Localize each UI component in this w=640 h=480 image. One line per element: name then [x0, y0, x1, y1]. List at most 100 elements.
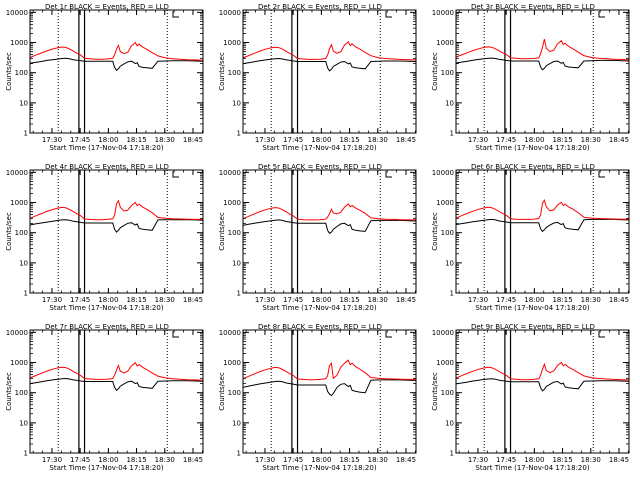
y-tick-label: 10 [232, 99, 241, 107]
x-tick-label: 17:45 [283, 456, 303, 464]
x-tick-label: 18:15 [552, 296, 572, 304]
x-tick-label: 17:45 [496, 456, 516, 464]
x-axis-label: Start Time (17-Nov-04 17:18:20) [475, 304, 589, 312]
corner-glyph [598, 11, 605, 18]
x-tick-label: 17:30 [42, 136, 62, 144]
y-tick-label: 1000 [436, 39, 454, 47]
y-tick-label: 1 [24, 450, 28, 458]
y-axis-label: Counts/sec [431, 52, 439, 91]
plot-frame [29, 169, 204, 294]
y-axis-label: Counts/sec [218, 212, 226, 251]
x-tick-label: 17:30 [468, 296, 488, 304]
y-tick-label: 1 [237, 290, 241, 298]
y-tick-label: 1 [24, 290, 28, 298]
x-tick-label: 18:45 [183, 296, 203, 304]
y-tick-label: 1000 [436, 359, 454, 367]
y-tick-label: 100 [15, 229, 28, 237]
series-line-events [29, 377, 204, 392]
x-tick-label: 18:00 [311, 456, 331, 464]
y-tick-label: 1 [450, 130, 454, 138]
x-tick-label: 18:45 [183, 456, 203, 464]
y-axis-label: Counts/sec [218, 52, 226, 91]
series-line-events [242, 219, 417, 235]
x-tick-label: 18:00 [98, 136, 118, 144]
x-tick-label: 18:00 [98, 456, 118, 464]
x-tick-label: 18:45 [609, 136, 629, 144]
series-line-events [29, 57, 204, 72]
y-tick-label: 1000 [10, 199, 28, 207]
y-tick-label: 1 [450, 290, 454, 298]
chart-title: Det 6r BLACK = Events, RED = LLD [471, 163, 595, 171]
x-tick-label: 18:30 [368, 296, 388, 304]
corner-glyph [172, 11, 179, 18]
plot-frame [242, 329, 417, 454]
x-tick-label: 17:45 [70, 456, 90, 464]
corner-glyph [385, 331, 392, 338]
x-axis-label: Start Time (17-Nov-04 17:18:20) [49, 144, 163, 152]
series-line-events [29, 219, 204, 233]
y-tick-label: 10000 [6, 9, 28, 17]
x-tick-label: 17:45 [283, 296, 303, 304]
y-tick-label: 10000 [432, 9, 454, 17]
x-tick-label: 18:30 [155, 136, 175, 144]
x-tick-label: 18:30 [368, 136, 388, 144]
x-tick-label: 17:45 [496, 136, 516, 144]
series-line-events [242, 379, 417, 397]
x-tick-label: 17:30 [42, 296, 62, 304]
y-tick-label: 1000 [223, 39, 241, 47]
x-tick-label: 17:30 [255, 296, 275, 304]
detector-chart-9: Det 9r BLACK = Events, RED = LLD 1 10 100 10… [431, 323, 630, 472]
y-tick-label: 10 [445, 419, 454, 427]
series-line-lld [29, 362, 204, 381]
y-tick-label: 100 [15, 389, 28, 397]
detector-chart-7: Det 7r BLACK = Events, RED = LLD 1 10 100 10… [5, 323, 204, 472]
x-tick-label: 17:30 [468, 136, 488, 144]
y-tick-label: 10000 [219, 329, 241, 337]
x-tick-label: 17:30 [42, 456, 62, 464]
x-tick-label: 17:45 [70, 296, 90, 304]
plot-frame [242, 9, 417, 134]
y-tick-label: 10 [445, 259, 454, 267]
detector-chart-6: Det 6r BLACK = Events, RED = LLD 1 10 100 10… [431, 163, 630, 312]
y-tick-label: 1000 [10, 39, 28, 47]
series-line-events [455, 378, 630, 392]
series-line-lld [242, 359, 416, 381]
x-tick-label: 18:15 [126, 456, 146, 464]
corner-glyph [598, 171, 605, 178]
y-tick-label: 1000 [223, 359, 241, 367]
x-tick-label: 18:45 [396, 136, 416, 144]
x-tick-label: 18:00 [524, 456, 544, 464]
chart-title: Det 5r BLACK = Events, RED = LLD [258, 163, 382, 171]
x-axis-label: Start Time (17-Nov-04 17:18:20) [475, 144, 589, 152]
y-tick-label: 10000 [432, 169, 454, 177]
x-tick-label: 18:30 [581, 136, 601, 144]
plot-frame [29, 329, 204, 454]
y-axis-label: Counts/sec [5, 372, 13, 411]
x-tick-label: 18:15 [339, 296, 359, 304]
corner-glyph [598, 331, 605, 338]
corner-glyph [385, 11, 392, 18]
x-tick-label: 18:00 [524, 296, 544, 304]
y-tick-label: 1 [237, 130, 241, 138]
x-tick-label: 18:45 [396, 296, 416, 304]
detector-chart-8: Det 8r BLACK = Events, RED = LLD 1 10 100 10… [218, 323, 417, 472]
x-axis-label: Start Time (17-Nov-04 17:18:20) [475, 464, 589, 472]
y-tick-label: 10 [19, 419, 28, 427]
x-tick-label: 18:15 [339, 456, 359, 464]
x-tick-label: 18:45 [609, 456, 629, 464]
chart-title: Det 2r BLACK = Events, RED = LLD [258, 3, 382, 11]
x-axis-label: Start Time (17-Nov-04 17:18:20) [262, 464, 376, 472]
y-tick-label: 10 [232, 259, 241, 267]
plot-frame [455, 9, 630, 134]
x-tick-label: 18:15 [126, 296, 146, 304]
series-line-lld [455, 361, 630, 381]
series-line-lld [455, 38, 630, 61]
plot-frame [455, 329, 630, 454]
x-tick-label: 18:30 [155, 296, 175, 304]
y-tick-label: 1 [24, 130, 28, 138]
chart-title: Det 8r BLACK = Events, RED = LLD [258, 323, 382, 331]
chart-title: Det 4r BLACK = Events, RED = LLD [45, 163, 169, 171]
x-tick-label: 18:30 [581, 296, 601, 304]
series-line-events [242, 57, 417, 72]
x-tick-label: 18:15 [552, 456, 572, 464]
